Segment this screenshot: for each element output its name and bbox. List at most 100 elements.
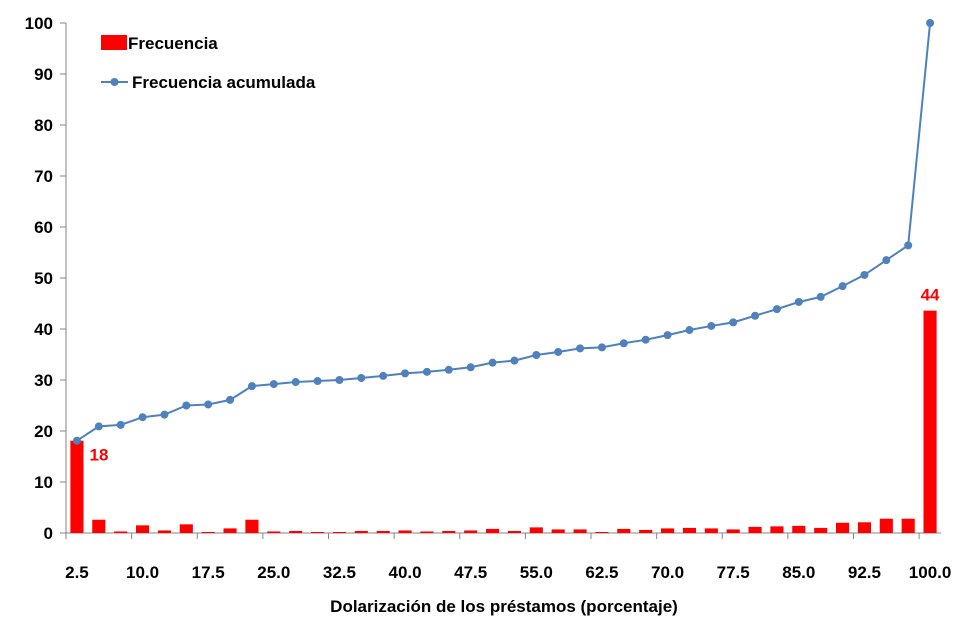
frecuencia-acumulada-point xyxy=(204,400,213,409)
frecuencia-bar xyxy=(92,519,106,533)
frecuencia-acumulada-point xyxy=(532,351,541,360)
frecuencia-acumulada-point xyxy=(904,241,913,250)
frecuencia-acumulada-point xyxy=(291,378,300,387)
frecuencia-bar xyxy=(836,522,850,533)
x-tick-label: 17.5 xyxy=(192,563,225,582)
frecuencia-bar xyxy=(529,527,543,533)
legend-frecuencia-swatch xyxy=(101,35,127,50)
frecuencia-bar xyxy=(879,518,893,533)
y-tick-label: 60 xyxy=(34,218,53,237)
frecuencia-acumulada-point xyxy=(576,344,585,353)
legend: Frecuencia Frecuencia acumulada xyxy=(101,34,316,92)
frecuencia-bar xyxy=(661,528,675,533)
frecuencia-data-label: 18 xyxy=(90,446,109,465)
frecuencia-bar xyxy=(507,530,521,533)
frecuencia-acumulada-point xyxy=(182,401,191,410)
frecuencia-bar xyxy=(157,530,171,533)
frecuencia-acumulada-point xyxy=(379,371,388,380)
frecuencia-bar xyxy=(70,440,84,533)
y-tick-label: 20 xyxy=(34,422,53,441)
frecuencia-bar xyxy=(923,310,937,533)
frecuencia-bar xyxy=(376,530,390,533)
frecuencia-bar xyxy=(486,528,500,533)
y-tick-label: 40 xyxy=(34,320,53,339)
y-tick-label: 50 xyxy=(34,269,53,288)
frecuencia-bar xyxy=(814,527,828,533)
y-tick-label: 100 xyxy=(25,14,53,33)
frecuencia-acumulada-point xyxy=(772,305,781,314)
frecuencia-bar xyxy=(704,528,718,533)
frecuencia-bar xyxy=(551,529,565,533)
x-tick-label: 10.0 xyxy=(126,563,159,582)
y-tick-label: 0 xyxy=(44,524,53,543)
x-tick-label: 40.0 xyxy=(389,563,422,582)
x-tick-label: 85.0 xyxy=(782,563,815,582)
frecuencia-acumulada-point xyxy=(816,292,825,301)
frecuencia-acumulada-point xyxy=(707,321,716,330)
frecuencia-acumulada-point xyxy=(269,380,278,389)
frecuencia-acumulada-point xyxy=(226,395,235,404)
frecuencia-acumulada-point xyxy=(663,331,672,340)
frecuencia-bars xyxy=(70,310,937,533)
frecuencia-acumulada-point xyxy=(619,339,628,348)
frecuencia-bar xyxy=(595,531,609,533)
frecuencia-acumulada-point xyxy=(94,422,103,431)
x-tick-label: 92.5 xyxy=(848,563,881,582)
frecuencia-bar xyxy=(726,529,740,533)
frecuencia-acumulada-point xyxy=(488,358,497,367)
frecuencia-bar xyxy=(792,525,806,533)
legend-frecuencia-acumulada-label: Frecuencia acumulada xyxy=(132,73,316,92)
frecuencia-bar xyxy=(289,530,303,533)
frecuencia-bar xyxy=(639,529,653,533)
frecuencia-acumulada-point xyxy=(751,311,760,320)
frecuencia-data-label: 44 xyxy=(921,286,940,305)
frecuencia-acumulada-point xyxy=(641,335,650,344)
frecuencia-bar xyxy=(901,518,915,533)
x-tick-label: 70.0 xyxy=(651,563,684,582)
frecuencia-acumulada-point xyxy=(860,270,869,279)
y-tick-label: 30 xyxy=(34,371,53,390)
frecuencia-bar xyxy=(136,525,150,533)
frecuencia-acumulada-point xyxy=(597,343,606,352)
frecuencia-bar xyxy=(398,530,412,533)
frecuencia-acumulada-point xyxy=(313,377,322,386)
y-tick-label: 90 xyxy=(34,65,53,84)
x-tick-label: 2.5 xyxy=(65,563,89,582)
frecuencia-bar xyxy=(770,526,784,533)
frecuencia-acumulada-point xyxy=(838,282,847,291)
frecuencia-bar xyxy=(573,529,587,533)
x-tick-label: 32.5 xyxy=(323,563,356,582)
x-axis-title: Dolarización de los préstamos (porcentaj… xyxy=(330,597,678,616)
y-tick-label: 70 xyxy=(34,167,53,186)
frecuencia-acumulada-point xyxy=(466,363,475,372)
frecuencia-acumulada-point xyxy=(160,410,169,419)
frecuencia-acumulada-point xyxy=(685,326,694,335)
legend-frecuencia-acumulada-marker xyxy=(110,78,119,86)
frecuencia-acumulada-point xyxy=(116,420,125,429)
frecuencia-bar xyxy=(857,522,871,533)
frecuencia-acumulada-point xyxy=(882,256,891,265)
frecuencia-bar xyxy=(682,527,696,533)
frecuencia-acumulada-line-group xyxy=(72,19,935,445)
frecuencia-acumulada-point xyxy=(335,376,344,384)
y-tick-label: 80 xyxy=(34,116,53,135)
y-tick-label: 10 xyxy=(34,473,53,492)
frecuencia-bar xyxy=(201,531,215,533)
x-tick-label: 25.0 xyxy=(257,563,290,582)
frecuencia-acumulada-point xyxy=(247,382,256,391)
frecuencia-bar xyxy=(332,531,346,533)
x-tick-label: 62.5 xyxy=(585,563,618,582)
frecuencia-bar xyxy=(442,530,456,533)
frecuencia-bar xyxy=(179,524,193,533)
x-tick-label: 55.0 xyxy=(520,563,553,582)
frecuencia-bar xyxy=(617,528,631,533)
x-tick-label: 77.5 xyxy=(717,563,750,582)
frecuencia-acumulada-point xyxy=(422,367,431,376)
frecuencia-bar xyxy=(245,519,259,533)
frecuencia-acumulada-line xyxy=(76,22,932,442)
frecuencia-bar xyxy=(464,530,478,533)
frecuencia-bar xyxy=(223,528,237,533)
